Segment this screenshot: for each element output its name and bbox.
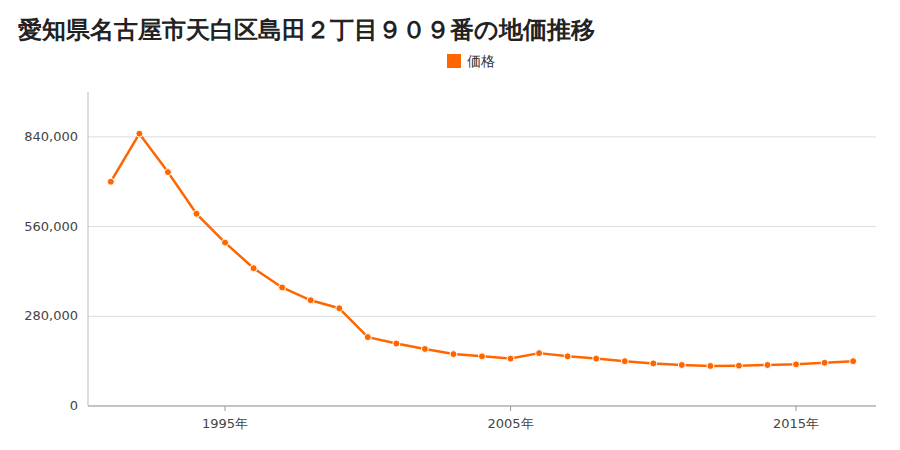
point <box>421 345 428 352</box>
grid-line <box>88 406 876 407</box>
point <box>593 355 600 362</box>
x-axis-line <box>88 406 876 407</box>
point <box>336 305 343 312</box>
point <box>450 351 457 358</box>
grid-line <box>88 316 876 317</box>
y-axis-line <box>88 92 89 406</box>
point <box>850 358 857 365</box>
y-tick-label: 840,000 <box>24 129 78 144</box>
point <box>279 284 286 291</box>
point <box>364 334 371 341</box>
point <box>193 210 200 217</box>
point <box>107 178 114 185</box>
point <box>650 360 657 367</box>
legend-label: 価格 <box>467 53 495 69</box>
point <box>564 353 571 360</box>
point <box>507 355 514 362</box>
grid-line <box>88 226 876 227</box>
point <box>479 353 486 360</box>
point <box>393 340 400 347</box>
point <box>821 359 828 366</box>
y-tick-label: 560,000 <box>24 219 78 234</box>
x-tick <box>225 406 226 411</box>
x-tick-label: 2015年 <box>773 416 819 431</box>
legend: 価格 <box>447 53 495 69</box>
x-tick-label: 2005年 <box>488 416 534 431</box>
point <box>164 169 171 176</box>
x-tick <box>510 406 511 411</box>
title: 愛知県名古屋市天白区島田２丁目９０９番の地価推移 <box>18 16 595 44</box>
point <box>735 362 742 369</box>
point <box>536 350 543 357</box>
line <box>111 134 853 366</box>
point <box>136 130 143 137</box>
y-tick-label: 280,000 <box>24 308 78 323</box>
grid-line <box>88 136 876 137</box>
point <box>678 361 685 368</box>
x-tick <box>796 406 797 411</box>
point <box>793 361 800 368</box>
chart: 愛知県名古屋市天白区島田２丁目９０９番の地価推移 0 280,000 560,000 8… <box>0 0 900 450</box>
point <box>621 358 628 365</box>
plot-area <box>107 130 856 369</box>
axes: 0 280,000 560,000 840,000 1995年 2005年 2015年 <box>24 92 876 431</box>
point <box>307 297 314 304</box>
point <box>222 239 229 246</box>
point <box>250 265 257 272</box>
point <box>764 361 771 368</box>
point <box>707 362 714 369</box>
y-tick-label: 0 <box>70 398 78 413</box>
legend-swatch <box>447 54 461 68</box>
x-tick-label: 1995年 <box>202 416 248 431</box>
